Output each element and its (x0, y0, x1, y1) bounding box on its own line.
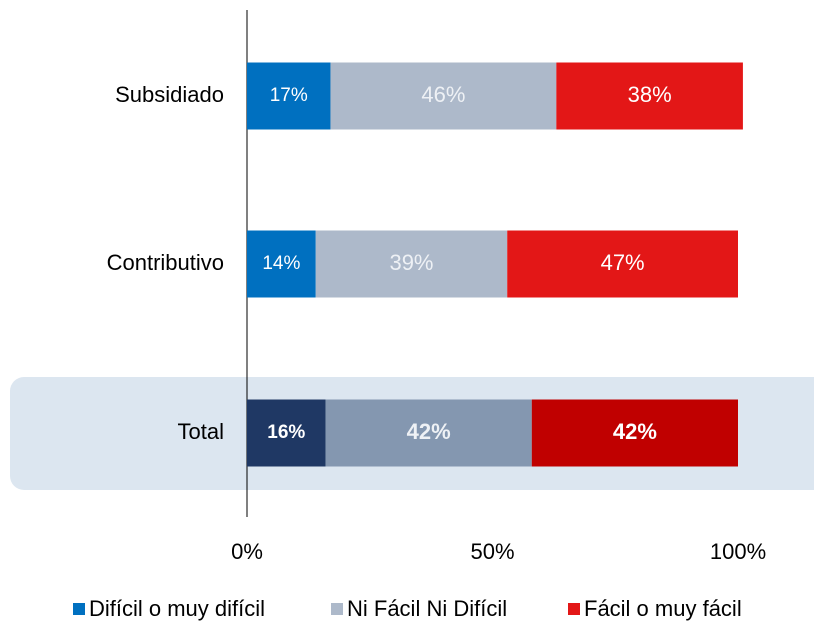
value-label: 47% (601, 250, 645, 275)
value-label: 14% (262, 253, 300, 274)
legend-label: Fácil o muy fácil (584, 596, 742, 621)
bar-segment (315, 230, 508, 298)
legend-marker (331, 603, 343, 615)
category-label: Contributivo (107, 250, 224, 275)
bar-segment (247, 399, 326, 467)
bar-segment (247, 230, 316, 298)
bar-segment (556, 62, 743, 130)
category-label: Subsidiado (115, 82, 224, 107)
legend-label: Difícil o muy difícil (89, 596, 265, 621)
bar-segment (325, 399, 532, 467)
category-label: Total (178, 419, 224, 444)
legend-marker (568, 603, 580, 615)
value-label: 42% (407, 419, 451, 444)
value-label: 38% (628, 82, 672, 107)
bar-segment (531, 399, 738, 467)
x-tick-label: 0% (231, 539, 263, 564)
value-label: 16% (267, 422, 305, 443)
value-label: 46% (421, 82, 465, 107)
bar-segment (507, 230, 738, 298)
bar-segment (330, 62, 557, 130)
legend-label: Ni Fácil Ni Difícil (347, 596, 507, 621)
value-label: 42% (613, 419, 657, 444)
legend-marker (73, 603, 85, 615)
value-label: 39% (389, 250, 433, 275)
x-tick-label: 50% (470, 539, 514, 564)
x-tick-label: 100% (710, 539, 766, 564)
value-label: 17% (270, 85, 308, 106)
bar-segment (247, 62, 331, 130)
